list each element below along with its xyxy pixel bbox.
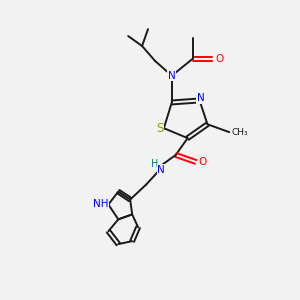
Text: H: H	[151, 159, 159, 169]
Text: N: N	[157, 165, 165, 175]
Text: N: N	[197, 94, 204, 103]
Text: CH₃: CH₃	[231, 128, 248, 137]
Text: O: O	[215, 54, 224, 64]
Text: O: O	[198, 157, 207, 167]
Text: S: S	[156, 122, 164, 135]
Text: NH: NH	[93, 200, 108, 209]
Text: N: N	[168, 71, 176, 81]
